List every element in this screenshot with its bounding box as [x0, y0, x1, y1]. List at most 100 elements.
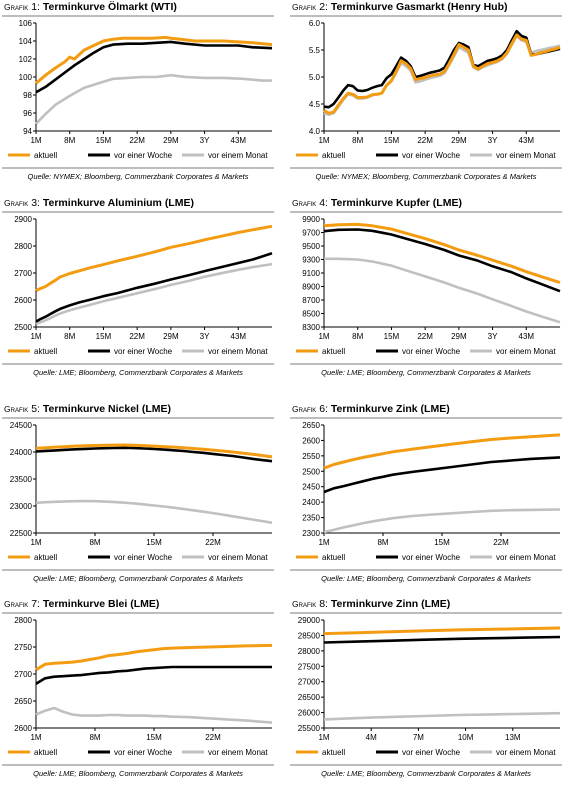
- chart-title: Grafik 2: Terminkurve Gasmarkt (Henry Hu…: [292, 1, 507, 13]
- chart-title: Grafik 6: Terminkurve Zink (LME): [292, 403, 450, 415]
- chart-title-prefix: Grafik: [4, 599, 29, 609]
- chart-title-name: Terminkurve Gasmarkt (Henry Hub): [330, 1, 508, 13]
- line-chart: 94 96 98 100 102 104 106 1M 8M 15M 22M 29M 3Y 43M aktu…: [8, 19, 273, 160]
- footer-divider: [290, 569, 562, 571]
- x-tick-label: 43M: [519, 332, 535, 341]
- y-tick-label: 29000: [298, 616, 321, 625]
- y-tick-label: 2500: [302, 467, 320, 476]
- y-tick-label: 2500: [14, 323, 32, 332]
- legend-label-vor-woche: vor einer Woche: [114, 151, 173, 160]
- chart-title-number: 3:: [28, 197, 43, 209]
- chart-panel-6: Grafik 6: Terminkurve Zink (LME) 2300 2350…: [290, 403, 570, 597]
- y-tick-label: 26500: [298, 693, 321, 702]
- chart-title: Grafik 4: Terminkurve Kupfer (LME): [292, 197, 462, 209]
- series-line-aktuell: [35, 643, 273, 671]
- x-tick-label: 22M: [205, 538, 221, 547]
- chart-panel-7: Grafik 7: Terminkurve Blei (LME) 2600 2650…: [2, 598, 284, 792]
- x-tick-label: 22M: [129, 136, 145, 145]
- y-tick-label: 98: [23, 91, 32, 100]
- y-tick-label: 25500: [298, 724, 321, 733]
- series-line-aktuell: [323, 222, 561, 284]
- y-tick-label: 4.0: [309, 127, 321, 136]
- y-tick-label: 9700: [302, 229, 320, 238]
- title-divider: [2, 211, 274, 213]
- series-line-aktuell: [323, 433, 561, 470]
- y-tick-label: 27500: [298, 662, 321, 671]
- series-line-vor-einer-woche: [323, 29, 561, 109]
- series-line-vor-einer-woche: [35, 252, 273, 323]
- footer-divider: [290, 764, 562, 766]
- y-tick-label: 2300: [302, 529, 320, 538]
- x-tick-label: 8M: [89, 733, 100, 742]
- legend-label-vor-monat: vor einem Monat: [208, 151, 268, 160]
- y-tick-label: 28500: [298, 631, 321, 640]
- title-divider: [2, 417, 274, 419]
- y-tick-label: 28000: [298, 647, 321, 656]
- x-tick-label: 15M: [146, 733, 162, 742]
- series-line-vor-einem-monat: [323, 711, 561, 721]
- chart-title-prefix: Grafik: [4, 198, 29, 208]
- y-tick-label: 2650: [14, 697, 32, 706]
- chart-title-name: Terminkurve Ölmarkt (WTI): [42, 1, 177, 13]
- x-tick-label: 13M: [505, 733, 521, 742]
- y-tick-label: 22500: [10, 529, 33, 538]
- footer-divider: [2, 569, 274, 571]
- series-line-vor-einem-monat: [323, 34, 561, 117]
- x-tick-label: 8M: [89, 538, 100, 547]
- series-line-vor-einem-monat: [323, 508, 561, 534]
- series-line-vor-einem-monat: [35, 499, 273, 524]
- y-tick-label: 2600: [14, 296, 32, 305]
- legend-label-vor-monat: vor einem Monat: [496, 151, 556, 160]
- series-line-vor-einer-woche: [323, 456, 561, 494]
- y-tick-label: 2350: [302, 514, 320, 523]
- x-tick-label: 3Y: [200, 136, 210, 145]
- line-chart: 4.0 4.5 5.0 5.5 6.0 1M 8M 15M 22M 29M 3Y 43M aktuell…: [296, 19, 561, 160]
- legend-label-aktuell: aktuell: [322, 347, 345, 356]
- chart-title-prefix: Grafik: [292, 404, 317, 414]
- chart-title-number: 2:: [316, 1, 331, 13]
- legend-label-aktuell: aktuell: [34, 748, 57, 757]
- chart-title-prefix: Grafik: [292, 198, 317, 208]
- series-line-vor-einem-monat: [35, 262, 273, 326]
- y-tick-label: 2800: [14, 616, 32, 625]
- x-tick-label: 1M: [30, 332, 41, 341]
- y-tick-label: 24500: [10, 421, 33, 430]
- report-page: Grafik 1: Terminkurve Ölmarkt (WTI) 94 96 9…: [2, 1, 570, 778]
- chart-title-prefix: Grafik: [4, 404, 29, 414]
- y-tick-label: 8900: [302, 283, 320, 292]
- x-tick-label: 8M: [64, 332, 75, 341]
- legend-label-vor-woche: vor einer Woche: [402, 553, 461, 562]
- legend-label-vor-woche: vor einer Woche: [114, 347, 173, 356]
- x-tick-label: 8M: [377, 538, 388, 547]
- y-tick-label: 8700: [302, 296, 320, 305]
- chart-panel-5: Grafik 5: Terminkurve Nickel (LME) 22500 2…: [2, 403, 284, 597]
- footer-divider: [290, 363, 562, 365]
- y-tick-label: 5.5: [309, 46, 321, 55]
- chart-title-prefix: Grafik: [292, 2, 317, 12]
- legend-label-vor-woche: vor einer Woche: [402, 748, 461, 757]
- legend-label-vor-monat: vor einem Monat: [208, 748, 268, 757]
- series-line-aktuell: [35, 224, 273, 292]
- title-divider: [2, 15, 274, 17]
- y-tick-label: 2700: [14, 269, 32, 278]
- chart-panel-1: Grafik 1: Terminkurve Ölmarkt (WTI) 94 96 9…: [2, 1, 284, 195]
- series-line-vor-einem-monat: [35, 706, 273, 724]
- legend-label-vor-monat: vor einem Monat: [208, 347, 268, 356]
- y-tick-label: 8500: [302, 310, 320, 319]
- y-tick-label: 23000: [10, 502, 33, 511]
- legend-label-vor-monat: vor einem Monat: [496, 347, 556, 356]
- chart-title-number: 5:: [28, 403, 43, 415]
- source-note: Quelle: LME; Bloomberg, Commerzbank Corp…: [33, 368, 243, 377]
- x-tick-label: 1M: [30, 136, 41, 145]
- line-chart: 2300 2350 2400 2450 2500 2550 2600 2650 1M 8M 15M 2…: [296, 421, 561, 562]
- chart-panel-4: Grafik 4: Terminkurve Kupfer (LME) 8300 85…: [290, 197, 570, 391]
- legend-label-vor-woche: vor einer Woche: [402, 151, 461, 160]
- y-tick-label: 96: [23, 109, 32, 118]
- series-line-vor-einer-woche: [35, 446, 273, 463]
- x-tick-label: 22M: [493, 538, 509, 547]
- x-tick-label: 4M: [366, 733, 377, 742]
- chart-title-number: 6:: [316, 403, 331, 415]
- y-tick-label: 106: [19, 19, 33, 28]
- y-tick-label: 102: [19, 55, 33, 64]
- x-tick-label: 1M: [318, 733, 329, 742]
